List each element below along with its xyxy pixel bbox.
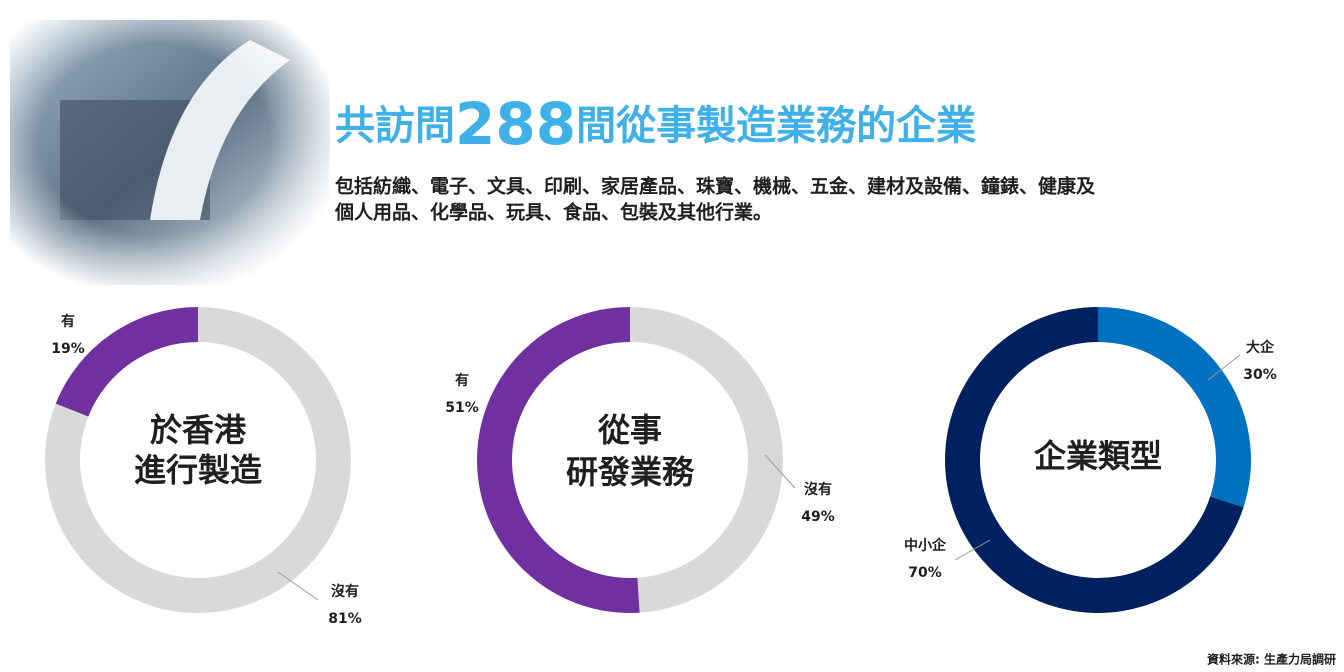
legend-label: 有 <box>61 313 75 330</box>
leader-line <box>277 571 319 601</box>
leader-line <box>954 539 991 561</box>
data-label: 30% <box>1243 367 1277 383</box>
donut-title: 企業類型 <box>1034 437 1162 475</box>
leader-line <box>764 454 796 489</box>
subtitle: 個人用品、化學品、玩具、食品、包裝及其他行業。 <box>334 201 772 224</box>
source-note: 資料來源: 生產力局調研 <box>1207 652 1336 667</box>
headline-number: 288 <box>455 90 576 158</box>
headline: 共訪問288間從事製造業務的企業 <box>335 90 976 158</box>
legend-label: 沒有 <box>804 481 832 498</box>
data-label: 81% <box>328 611 362 627</box>
donut-title: 於香港 <box>150 411 247 449</box>
donut-segment <box>1098 307 1252 508</box>
headline-prefix: 共訪問 <box>335 103 455 149</box>
factory-photo <box>10 20 330 285</box>
donut-segment <box>476 307 640 614</box>
data-label: 51% <box>445 400 479 416</box>
donut-title: 進行製造 <box>134 451 262 489</box>
donut-title: 從事 <box>597 411 662 449</box>
donut-title: 研發業務 <box>566 453 695 491</box>
data-label: 49% <box>801 509 835 525</box>
legend-label: 有 <box>455 372 469 389</box>
donut-segment <box>55 307 198 417</box>
subtitle: 包括紡織、電子、文具、印刷、家居產品、珠寶、機械、五金、建材及設備、鐘錶、健康及 <box>335 175 1096 198</box>
data-label: 19% <box>51 341 85 357</box>
donut-segment <box>630 307 783 613</box>
legend-label: 中小企 <box>904 537 947 554</box>
leader-line <box>1207 354 1241 381</box>
data-label: 70% <box>908 565 942 581</box>
legend-label: 沒有 <box>331 583 359 600</box>
headline-suffix: 間從事製造業務的企業 <box>576 103 976 149</box>
legend-label: 大企 <box>1246 339 1275 356</box>
